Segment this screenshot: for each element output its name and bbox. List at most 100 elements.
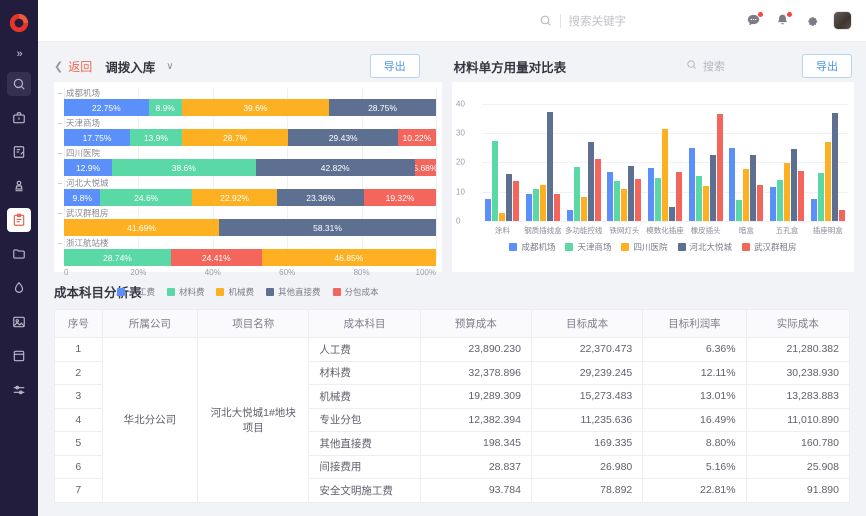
table-row[interactable]: 6 间接费用 28.837 26.980 5.16% 25.908: [54, 454, 851, 479]
stacked-bar-segment[interactable]: 10.22%: [397, 129, 436, 146]
stacked-bar-segment[interactable]: 28.75%: [329, 99, 436, 116]
table-row[interactable]: 1 华北分公司 河北大悦城1#地块项目 人工费 23,890.230 22,370.473…: [54, 337, 851, 503]
bar[interactable]: [587, 141, 594, 221]
bar[interactable]: [621, 188, 628, 221]
bar[interactable]: [676, 171, 683, 221]
bar[interactable]: [669, 207, 676, 221]
bar[interactable]: [824, 141, 831, 221]
sidebar-item-media[interactable]: [7, 310, 31, 334]
legend-item[interactable]: 武汉群租房: [742, 241, 797, 253]
table-column-header[interactable]: 实际成本: [745, 309, 851, 338]
back-link[interactable]: 返回: [68, 59, 93, 74]
bar[interactable]: [554, 194, 560, 221]
sidebar-item-files[interactable]: [7, 242, 31, 266]
legend-item[interactable]: 分包成本: [332, 286, 379, 298]
bar[interactable]: [702, 185, 709, 221]
stacked-bar-segment[interactable]: 41.69%: [64, 219, 220, 236]
bar[interactable]: [662, 128, 669, 221]
stacked-bar-segment[interactable]: 39.6%: [181, 99, 330, 116]
stacked-bar[interactable]: 22.75% 8.9% 39.6% 28.75%: [64, 99, 436, 116]
bar[interactable]: [614, 180, 621, 221]
bar[interactable]: [810, 198, 817, 221]
table-row[interactable]: 4 专业分包 12,382.394 11,235.636 16.49% 11,010.89…: [54, 407, 851, 432]
sidebar-item-cost[interactable]: [7, 208, 31, 232]
gear-icon[interactable]: [804, 13, 819, 28]
stacked-bar-segment[interactable]: 28.7%: [181, 129, 289, 146]
stacked-bar-segment[interactable]: 22.92%: [191, 189, 278, 206]
bar[interactable]: [743, 168, 750, 221]
bar[interactable]: [798, 171, 805, 221]
sidebar-item-settings[interactable]: [7, 378, 31, 402]
bar[interactable]: [695, 176, 702, 221]
legend-item[interactable]: 机械费: [216, 286, 254, 298]
bar[interactable]: [784, 162, 791, 221]
stacked-bar[interactable]: 9.8% 24.6% 22.92% 23.36% 19.32%: [64, 189, 436, 206]
chevron-down-icon[interactable]: ∨: [166, 60, 174, 72]
legend-item[interactable]: 四川医院: [621, 241, 668, 253]
bar[interactable]: [580, 197, 587, 221]
chevron-left-icon[interactable]: ❮: [54, 60, 64, 73]
bar[interactable]: [817, 172, 824, 221]
stacked-bar-segment[interactable]: 58.31%: [219, 219, 436, 236]
sidebar-item-projects[interactable]: [7, 106, 31, 130]
stacked-bar-segment[interactable]: 13.9%: [130, 129, 182, 146]
bar[interactable]: [492, 140, 499, 221]
stacked-bar[interactable]: 12.9% 38.6% 42.82% 5.68%: [64, 159, 436, 176]
stacked-bar-segment[interactable]: 5.68%: [414, 159, 436, 176]
export-button-right[interactable]: 导出: [802, 54, 852, 78]
table-column-header[interactable]: 预算成本: [419, 309, 532, 338]
table-row[interactable]: 2 材料费 32,378.896 29,239.245 12.11% 30,238.930: [54, 360, 851, 385]
bar[interactable]: [791, 148, 798, 221]
stacked-bar-segment[interactable]: 42.82%: [255, 159, 415, 176]
bar[interactable]: [736, 199, 743, 221]
bar[interactable]: [750, 155, 757, 221]
table-column-header[interactable]: 成本科目: [308, 309, 421, 338]
bar[interactable]: [831, 112, 838, 221]
bar[interactable]: [506, 174, 513, 221]
search-input[interactable]: 搜索关键字: [568, 15, 627, 28]
bar[interactable]: [594, 158, 601, 221]
stacked-bar-segment[interactable]: 8.9%: [148, 99, 182, 116]
bar[interactable]: [526, 194, 532, 221]
bar[interactable]: [566, 209, 573, 221]
legend-item[interactable]: 其他直接费: [266, 286, 321, 298]
stacked-bar-segment[interactable]: 22.75%: [64, 99, 149, 116]
stacked-bar-segment[interactable]: 19.32%: [364, 189, 436, 206]
stacked-bar-segment[interactable]: 23.36%: [277, 189, 365, 206]
bar[interactable]: [513, 181, 520, 221]
bar[interactable]: [573, 167, 580, 221]
table-row[interactable]: 3 机械费 19,289.309 15,273.483 13.01% 13,283.883: [54, 384, 851, 409]
bar[interactable]: [540, 184, 546, 221]
stacked-bar[interactable]: 41.69% 58.31%: [64, 219, 436, 236]
export-button-left[interactable]: 导出: [369, 54, 420, 78]
bar[interactable]: [838, 210, 845, 221]
bar[interactable]: [635, 178, 642, 221]
bar[interactable]: [533, 188, 539, 221]
right-search-input[interactable]: 搜索: [678, 55, 790, 77]
stacked-bar-segment[interactable]: 24.6%: [100, 189, 192, 206]
avatar[interactable]: [833, 11, 852, 30]
table-row[interactable]: 7 安全文明施工费 93.784 78.892 22.81% 91.890: [54, 478, 851, 503]
table-column-header[interactable]: 序号: [54, 309, 103, 338]
sidebar-item-board[interactable]: [7, 344, 31, 368]
stacked-bar-segment[interactable]: 9.8%: [64, 189, 101, 206]
stacked-bar-segment[interactable]: 29.43%: [288, 129, 398, 146]
bar[interactable]: [777, 179, 784, 221]
bar[interactable]: [757, 184, 764, 221]
stacked-bar-segment[interactable]: 24.41%: [170, 249, 262, 266]
stacked-bar-segment[interactable]: 46.85%: [261, 249, 436, 266]
sidebar-collapse-button[interactable]: »: [16, 48, 22, 60]
chat-bubble-icon[interactable]: [746, 12, 763, 28]
bar[interactable]: [729, 147, 736, 221]
bar[interactable]: [655, 177, 662, 221]
table-column-header[interactable]: 目标利润率: [642, 309, 747, 338]
bar[interactable]: [688, 148, 695, 221]
bar[interactable]: [547, 111, 553, 221]
stacked-bar-segment[interactable]: 38.6%: [111, 159, 256, 176]
legend-item[interactable]: 材料费: [166, 286, 204, 298]
stacked-bar-segment[interactable]: 12.9%: [64, 159, 112, 176]
sidebar-item-contracts[interactable]: [7, 140, 31, 164]
legend-item[interactable]: 河北大悦城: [677, 241, 732, 253]
bar[interactable]: [628, 165, 635, 221]
sidebar-item-approval[interactable]: [7, 174, 31, 198]
